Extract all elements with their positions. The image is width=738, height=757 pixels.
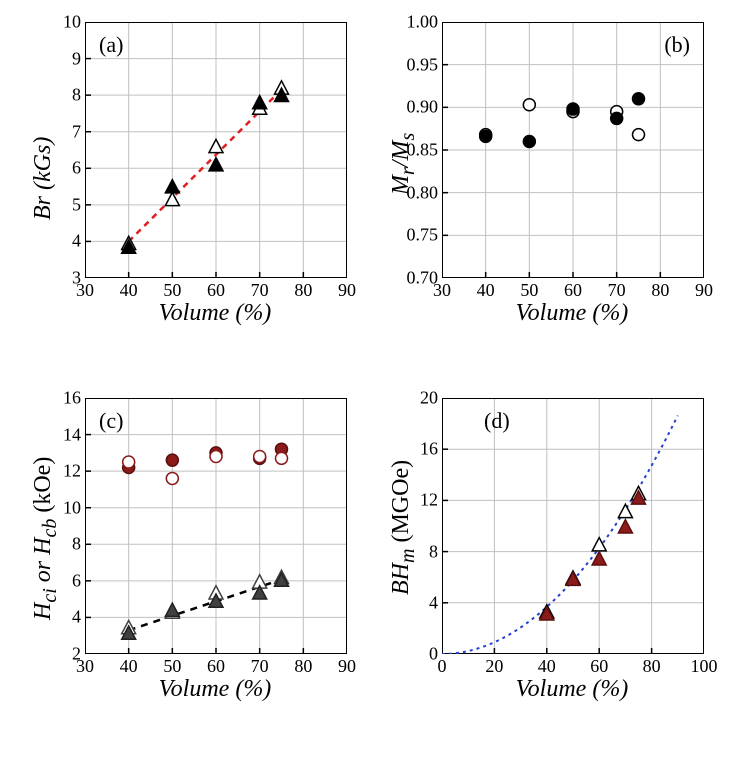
ytick-label: 4 — [429, 592, 438, 613]
panel-c-xlabel: Volume (%) — [115, 676, 315, 703]
xtick-label: 40 — [538, 656, 556, 677]
xtick-label: 60 — [207, 656, 225, 677]
xtick-label: 80 — [294, 280, 312, 301]
ytick-label: 20 — [420, 388, 438, 409]
panel-c-ylabel: Hci or Hcb (kOe) — [30, 457, 62, 620]
ytick-label: 3 — [72, 268, 81, 289]
ytick-label: 16 — [63, 388, 81, 409]
ytick-label: 14 — [63, 424, 81, 445]
panel-c-xlabel-text: Volume (%) — [159, 676, 272, 702]
panel-a-xlabel: Volume (%) — [115, 300, 315, 327]
panel-c: (c) 30405060708090246810121416 — [85, 398, 347, 654]
ytick-label: 9 — [72, 48, 81, 69]
xtick-label: 40 — [120, 280, 138, 301]
ytick-label: 0.90 — [407, 97, 439, 118]
panel-a-ylabel: Br (kGs) — [30, 137, 57, 220]
ytick-label: 10 — [63, 12, 81, 33]
ytick-label: 16 — [420, 439, 438, 460]
panel-b-ylabel: Mr/Ms — [388, 133, 420, 195]
ytick-label: 12 — [63, 461, 81, 482]
panel-d-xlabel: Volume (%) — [472, 676, 672, 703]
ytick-label: 0.70 — [407, 268, 439, 289]
panel-b-plot — [442, 22, 704, 278]
ytick-label: 8 — [72, 534, 81, 555]
xtick-label: 60 — [590, 656, 608, 677]
xtick-label: 90 — [695, 280, 713, 301]
panel-d-plot — [442, 398, 704, 654]
ytick-label: 8 — [429, 541, 438, 562]
xtick-label: 60 — [207, 280, 225, 301]
xtick-label: 70 — [608, 280, 626, 301]
panel-a-label: (a) — [99, 32, 123, 58]
panel-d-label: (d) — [484, 408, 510, 434]
ytick-label: 5 — [72, 194, 81, 215]
xtick-label: 40 — [477, 280, 495, 301]
ytick-label: 0 — [429, 644, 438, 665]
xtick-label: 20 — [485, 656, 503, 677]
ytick-label: 0.95 — [407, 54, 439, 75]
panel-b-label: (b) — [664, 32, 690, 58]
xtick-label: 60 — [564, 280, 582, 301]
xtick-label: 50 — [163, 280, 181, 301]
ytick-label: 4 — [72, 607, 81, 628]
xtick-label: 100 — [691, 656, 718, 677]
xtick-label: 80 — [651, 280, 669, 301]
panel-b-xlabel-text: Volume (%) — [516, 300, 629, 326]
panel-d: (d) 020406080100048121620 — [442, 398, 704, 654]
panel-d-xlabel-text: Volume (%) — [516, 676, 629, 702]
panel-d-ylabel: BHm (MGOe) — [388, 460, 420, 595]
xtick-label: 50 — [520, 280, 538, 301]
figure-root: (a) 30405060708090345678910 Br (kGs) Vol… — [0, 0, 738, 757]
panel-c-label: (c) — [99, 408, 123, 434]
ytick-label: 2 — [72, 644, 81, 665]
ytick-label: 10 — [63, 497, 81, 518]
panel-a-plot — [85, 22, 347, 278]
panel-a-xlabel-text: Volume (%) — [159, 300, 272, 326]
ytick-label: 0.75 — [407, 225, 439, 246]
xtick-label: 70 — [251, 280, 269, 301]
xtick-label: 80 — [643, 656, 661, 677]
xtick-label: 90 — [338, 656, 356, 677]
ytick-label: 12 — [420, 490, 438, 511]
ytick-label: 1.00 — [407, 12, 439, 33]
panel-a: (a) 30405060708090345678910 — [85, 22, 347, 278]
ytick-label: 6 — [72, 158, 81, 179]
xtick-label: 90 — [338, 280, 356, 301]
xtick-label: 40 — [120, 656, 138, 677]
ytick-label: 7 — [72, 121, 81, 142]
xtick-label: 70 — [251, 656, 269, 677]
panel-a-ylabel-text: Br (kGs) — [30, 137, 56, 220]
ytick-label: 8 — [72, 85, 81, 106]
ytick-label: 6 — [72, 570, 81, 591]
panel-c-plot — [85, 398, 347, 654]
ytick-label: 4 — [72, 231, 81, 252]
xtick-label: 80 — [294, 656, 312, 677]
xtick-label: 0 — [438, 656, 447, 677]
panel-b: (b) 304050607080900.700.750.800.850.900.… — [442, 22, 704, 278]
panel-b-xlabel: Volume (%) — [472, 300, 672, 327]
xtick-label: 50 — [163, 656, 181, 677]
